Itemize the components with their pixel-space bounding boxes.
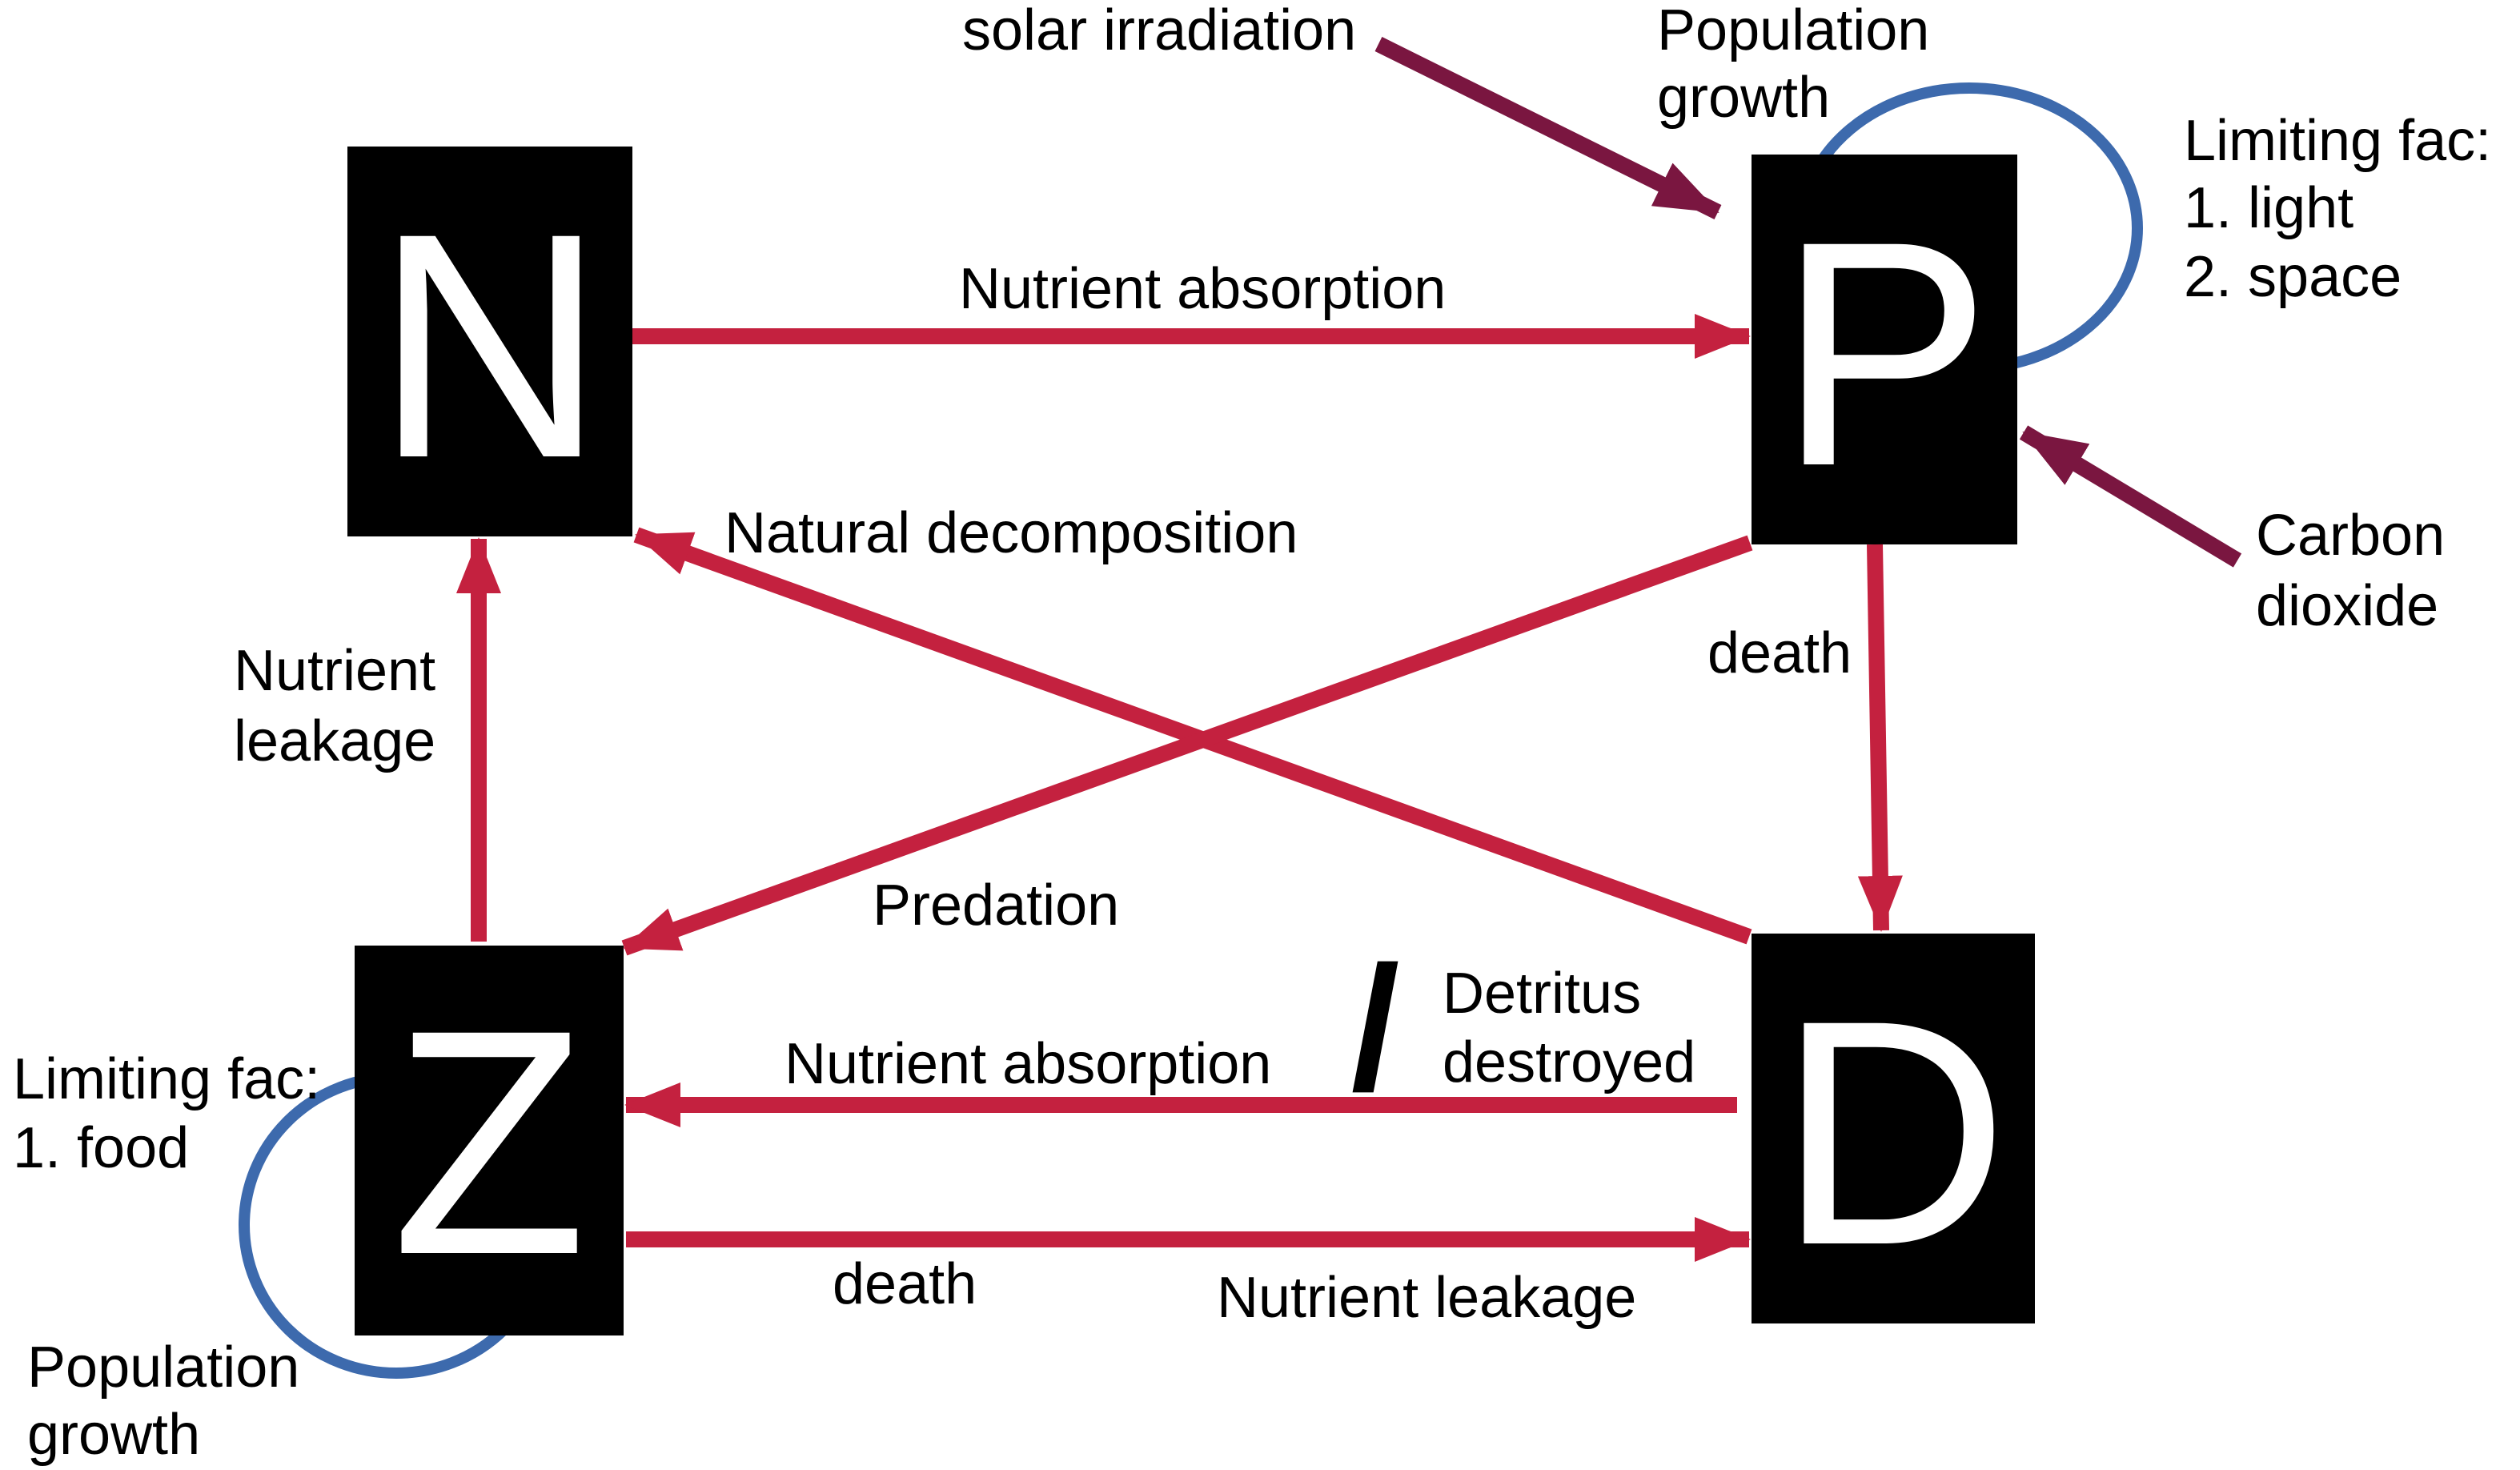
label-z-death: death bbox=[833, 1252, 977, 1316]
label-natural-decomposition: Natural decomposition bbox=[724, 501, 1298, 565]
label-nutrient-absorption-np: Nutrient absorption bbox=[959, 257, 1446, 321]
label-p-limiting-title: Limiting fac: bbox=[2184, 109, 2491, 173]
box-d-letter: D bbox=[1778, 954, 2009, 1311]
box-d: D bbox=[1752, 934, 2035, 1323]
box-z: Z bbox=[355, 946, 624, 1335]
label-z-limiting-factors: Limiting fac: 1. food bbox=[13, 1047, 336, 1180]
label-p-limiting-item2: 2. space bbox=[2184, 245, 2402, 309]
label-nutrient-leakage-zd: Nutrient leakage bbox=[1217, 1266, 1636, 1330]
label-nutrient-leakage-zn-line1: Nutrient bbox=[234, 639, 435, 703]
label-nutrient-leakage-zn-line2: leakage bbox=[234, 709, 435, 773]
label-detritus-destroyed-line1: Detritus bbox=[1443, 962, 1641, 1026]
label-solar-irradiation: solar irradiation bbox=[962, 0, 1356, 62]
label-p-limiting-item1: 1. light bbox=[2184, 176, 2353, 240]
box-d-rect bbox=[1752, 934, 2035, 1323]
label-predation: Predation bbox=[873, 874, 1119, 938]
label-p-death: death bbox=[1707, 621, 1852, 685]
label-carbon-dioxide-line1: Carbon bbox=[2256, 504, 2445, 568]
box-n-rect bbox=[347, 147, 632, 536]
arrow-solar-to-p bbox=[1374, 37, 1722, 219]
label-nutrient-leakage-zn: Nutrient leakage bbox=[234, 639, 451, 773]
label-detritus-destroyed-line2: destroyed bbox=[1443, 1030, 1695, 1094]
label-z-population-growth-line2: growth bbox=[27, 1403, 200, 1467]
label-detritus-destroyed: Detritus destroyed bbox=[1443, 962, 1695, 1094]
box-n: N bbox=[347, 147, 632, 536]
label-z-population-growth-line1: Population bbox=[27, 1335, 299, 1400]
box-p: P bbox=[1752, 155, 2017, 544]
label-p-limiting-factors: Limiting fac: 1. light 2. space bbox=[2184, 109, 2507, 309]
label-nutrient-absorption-dz: Nutrient absorption bbox=[784, 1032, 1271, 1096]
label-carbon-dioxide-line2: dioxide bbox=[2256, 574, 2438, 638]
arrow-p-to-d bbox=[1857, 544, 1903, 932]
label-slash: / bbox=[1350, 930, 1399, 1127]
arrow-p-to-z bbox=[621, 535, 1753, 956]
label-p-population-growth-line2: growth bbox=[1657, 66, 1830, 130]
box-p-rect bbox=[1752, 155, 2017, 544]
box-z-rect bbox=[355, 946, 624, 1335]
label-carbon-dioxide: Carbon dioxide bbox=[2256, 504, 2461, 638]
box-p-letter: P bbox=[1778, 175, 1992, 532]
arrow-co2-to-p bbox=[2019, 425, 2242, 568]
label-p-population-growth: Population growth bbox=[1657, 0, 1945, 130]
label-z-population-growth: Population growth bbox=[27, 1335, 315, 1467]
label-p-population-growth-line1: Population bbox=[1657, 0, 1929, 62]
box-n-letter: N bbox=[375, 167, 606, 524]
label-z-limiting-item1: 1. food bbox=[13, 1116, 189, 1180]
label-z-limiting-title: Limiting fac: bbox=[13, 1047, 320, 1111]
box-z-letter: Z bbox=[391, 963, 587, 1321]
